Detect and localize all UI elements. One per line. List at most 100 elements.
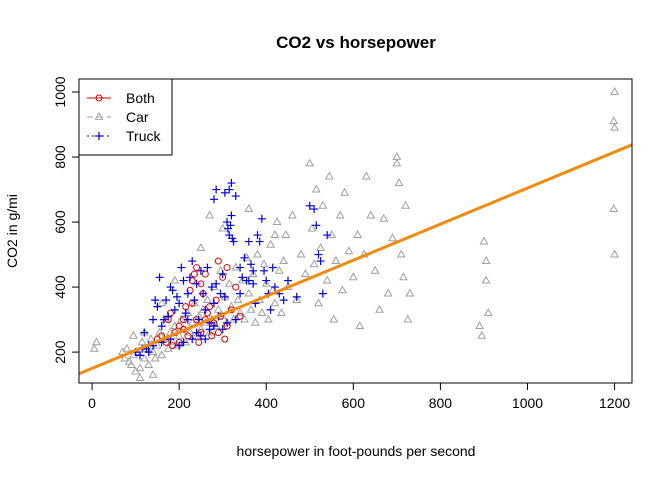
data-point-truck (305, 201, 314, 210)
data-point-car (150, 353, 160, 362)
data-point-car (609, 116, 619, 125)
data-point-truck (255, 237, 264, 246)
data-point-car (148, 369, 158, 378)
data-point-car (361, 171, 371, 180)
data-point-truck (207, 283, 216, 292)
data-point-car (163, 343, 173, 352)
data-point-truck (244, 276, 253, 285)
data-point-truck (216, 289, 225, 298)
data-point-car (231, 262, 241, 271)
data-point-car (394, 178, 404, 186)
data-point-truck (192, 279, 201, 288)
x-tick-label: 0 (88, 395, 96, 411)
data-point-truck (266, 305, 275, 314)
data-point-truck (218, 325, 227, 334)
data-point-both (232, 283, 240, 291)
data-point-car (348, 272, 358, 281)
data-point-car (257, 308, 267, 316)
data-point-car (300, 269, 310, 277)
data-point-car (233, 295, 243, 303)
data-point-truck (175, 341, 184, 350)
data-point-car (309, 259, 319, 268)
data-point-truck (209, 299, 218, 308)
legend-marker-truck (95, 132, 103, 140)
data-point-car (157, 298, 167, 307)
data-point-car (327, 230, 337, 238)
data-point-car (253, 249, 262, 258)
data-point-car (401, 200, 411, 209)
data-point-car (139, 353, 149, 362)
data-point-truck (149, 315, 158, 324)
data-point-truck (203, 263, 212, 272)
data-point-truck (225, 185, 234, 194)
data-point-car (124, 356, 134, 365)
data-point-car (272, 217, 282, 225)
x-tick-label: 400 (255, 395, 279, 411)
x-tick-label: 200 (167, 395, 191, 411)
data-point-car (610, 122, 620, 131)
data-point-truck (227, 179, 236, 188)
data-point-car (185, 327, 195, 336)
data-point-truck (323, 231, 332, 240)
points-layer (89, 86, 620, 382)
data-point-truck (231, 315, 240, 324)
data-point-truck (183, 315, 192, 324)
x-axis: 0 200 400 600 800 1000 1200 (88, 382, 630, 411)
y-axis-label: CO2 in g/mi (4, 194, 20, 268)
data-point-car (137, 337, 147, 346)
data-point-truck (227, 211, 236, 220)
legend-marker-both (95, 94, 103, 102)
data-point-car (277, 308, 286, 316)
data-point-car (213, 304, 223, 313)
data-point-car (477, 330, 487, 339)
data-point-truck (179, 276, 188, 285)
data-point-truck (310, 205, 319, 214)
data-point-car (248, 269, 258, 277)
data-point-truck (279, 296, 288, 305)
data-point-truck (249, 279, 258, 288)
data-point-car (120, 353, 130, 362)
data-point-car (226, 301, 236, 310)
data-point-car (337, 285, 347, 294)
data-point-truck (262, 276, 271, 285)
data-point-truck (190, 296, 199, 305)
data-point-truck (246, 260, 255, 269)
y-axis: 200 400 600 800 1000 (52, 76, 80, 364)
data-point-car (403, 314, 413, 323)
data-point-truck (236, 263, 245, 272)
data-point-car (135, 373, 145, 382)
data-point-truck (209, 195, 218, 204)
data-point-truck (188, 335, 197, 344)
data-point-truck (223, 318, 232, 327)
data-point-car (274, 265, 284, 274)
data-point-truck (268, 263, 277, 272)
data-point-truck (194, 315, 203, 324)
data-point-both (184, 332, 192, 340)
data-point-car (270, 230, 280, 238)
data-point-both (214, 257, 222, 265)
data-point-car (281, 230, 291, 238)
data-point-truck (164, 312, 173, 321)
legend: Both Car Truck (78, 78, 173, 156)
data-point-truck (179, 338, 188, 347)
x-tick-label: 800 (429, 395, 453, 411)
data-point-truck (196, 331, 205, 340)
data-point-car (240, 314, 249, 323)
data-point-truck (153, 302, 162, 311)
data-point-truck (162, 296, 171, 305)
chart-title: CO2 vs horsepower (276, 33, 436, 52)
data-point-truck (220, 188, 229, 197)
data-point-truck (240, 253, 249, 262)
data-point-both (190, 270, 198, 278)
data-point-both (236, 312, 244, 320)
data-point-truck (212, 185, 221, 194)
data-point-car (205, 210, 215, 219)
data-point-truck (231, 192, 240, 201)
legend-label-car: Car (126, 109, 149, 125)
data-point-both (195, 338, 203, 346)
data-point-truck (196, 266, 205, 275)
data-point-car (89, 343, 99, 352)
data-point-car (205, 327, 215, 336)
data-point-car (307, 223, 317, 232)
